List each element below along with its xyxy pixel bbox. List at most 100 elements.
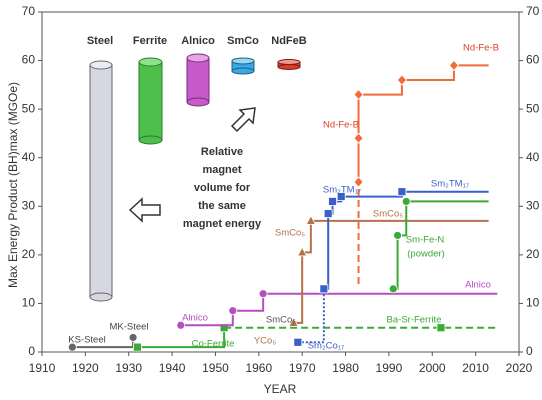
annotation: Sm₂TM₁₇ [431, 179, 469, 190]
volume-note: magnet [202, 164, 241, 176]
cylinder-body [89, 64, 113, 298]
y2-tick-label: 60 [526, 53, 540, 67]
marker [397, 187, 407, 197]
y-axis-label: Max Energy Product (BH)max (MGOe) [6, 82, 20, 288]
x-tick-label: 1990 [376, 361, 403, 375]
annotation: Ba-Sr-Ferrite [387, 315, 442, 326]
annotation: MK-Steel [109, 322, 148, 333]
y2-tick-label: 70 [526, 4, 540, 18]
marker [176, 320, 186, 330]
y2-tick-label: 50 [526, 101, 540, 115]
cylinder-label: Alnico [181, 35, 215, 47]
x-tick-label: 1960 [245, 361, 272, 375]
cylinder-body [138, 61, 163, 141]
y-tick-label: 20 [22, 247, 36, 261]
annotation: SmCo₅ [266, 315, 296, 326]
y2-tick-label: 0 [526, 344, 533, 358]
series-line [357, 64, 489, 182]
annotation: KS-Steel [68, 335, 106, 346]
marker [293, 337, 303, 347]
cylinder-top [89, 60, 113, 70]
marker [328, 197, 337, 206]
y-tick-label: 60 [22, 53, 36, 67]
marker [258, 289, 268, 299]
series-line [293, 219, 489, 324]
volume-note: Relative [201, 146, 243, 158]
marker [353, 176, 364, 188]
y-tick-label: 30 [22, 198, 36, 212]
marker [305, 215, 317, 225]
cylinder-label: SmCo [227, 35, 259, 47]
marker [288, 317, 299, 327]
x-tick-label: 1930 [115, 361, 142, 375]
cylinder-bottom [231, 67, 255, 75]
x-tick-label: 1950 [202, 361, 229, 375]
x-tick-label: 2000 [419, 361, 446, 375]
x-tick-label: 2010 [462, 361, 489, 375]
annotation: SmCo₅ [373, 209, 403, 220]
marker [448, 59, 459, 72]
marker [297, 246, 308, 257]
y2-tick-label: 20 [526, 247, 540, 261]
y2-tick-label: 10 [526, 296, 540, 310]
arrow [230, 107, 256, 133]
annotation: Sm-Fe-N [406, 235, 445, 246]
volume-note: magnet energy [183, 218, 262, 230]
x-axis-label: YEAR [264, 382, 297, 396]
x-tick-label: 1920 [72, 361, 99, 375]
x-tick-label: 1970 [289, 361, 316, 375]
cylinder-top [231, 57, 255, 65]
y-tick-label: 70 [22, 4, 36, 18]
marker [132, 342, 142, 352]
series-line [137, 327, 226, 349]
marker [353, 132, 364, 144]
cylinder-label: Steel [87, 35, 113, 47]
cylinder-label: Ferrite [133, 35, 167, 47]
marker [393, 231, 402, 240]
y-tick-label: 40 [22, 150, 36, 164]
marker [436, 323, 446, 333]
y-tick-label: 10 [22, 296, 36, 310]
y2-tick-label: 30 [526, 198, 540, 212]
x-tick-label: 1940 [159, 361, 186, 375]
y-tick-label: 50 [22, 101, 36, 115]
cylinder-top [277, 59, 301, 65]
marker [228, 306, 238, 316]
cylinder-top [186, 53, 210, 63]
marker [401, 197, 411, 206]
cylinder-bottom [89, 292, 113, 302]
volume-note: the same [198, 200, 246, 212]
volume-note: volume for [194, 182, 251, 194]
cylinder-label: NdFeB [271, 35, 307, 47]
arrow [128, 197, 161, 223]
annotation: Co-Ferrite [192, 339, 235, 350]
marker [323, 209, 333, 218]
annotation: SmCo₅ [275, 228, 305, 239]
cylinder-body [186, 57, 210, 103]
cylinder-bottom [186, 97, 210, 107]
cylinders [89, 53, 301, 302]
annotation: YCo₅ [254, 336, 276, 347]
annotation: (powder) [407, 249, 445, 260]
cylinder-top [138, 57, 163, 67]
annotation: Sm₂TM₁₇ [323, 185, 361, 196]
marker [388, 284, 398, 294]
marker [319, 284, 329, 294]
annotation: Alnico [465, 280, 491, 291]
marker [353, 88, 364, 101]
plot-frame [41, 11, 520, 353]
annotation: Nd-Fe-B [463, 43, 499, 54]
y-tick-label: 0 [28, 344, 35, 358]
marker [67, 342, 77, 352]
x-tick-label: 1980 [332, 361, 359, 375]
annotation: Nd-Fe-B [323, 120, 359, 131]
x-tick-label: 2020 [506, 361, 533, 375]
series-line [180, 292, 498, 327]
annotation: Sm₂Co₁₇ [308, 341, 345, 352]
cylinder-bottom [138, 135, 163, 145]
marker [396, 74, 407, 86]
cylinder-bottom [277, 64, 301, 70]
marker [128, 333, 138, 342]
